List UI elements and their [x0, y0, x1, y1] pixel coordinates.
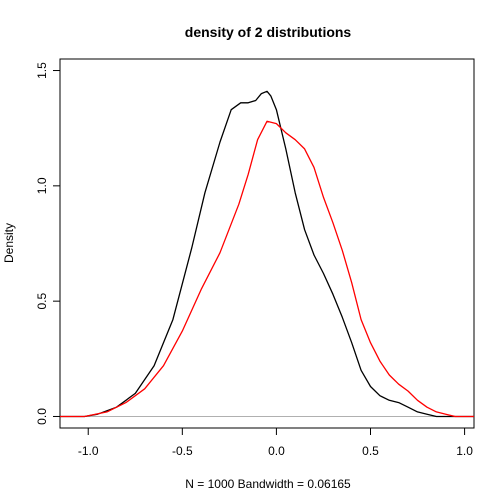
x-tick-label: -0.5 [172, 444, 193, 458]
x-tick-label: 0.0 [268, 444, 285, 458]
y-tick-label: 0.0 [35, 408, 49, 425]
y-tick-label: 1.5 [35, 62, 49, 79]
x-axis: -1.0 -0.5 0.0 0.5 1.0 [78, 427, 473, 458]
y-tick-label: 0.5 [35, 292, 49, 309]
y-axis: 0.0 0.5 1.0 1.5 [35, 62, 61, 425]
y-axis-label: Density [2, 223, 16, 263]
density-line-series-2 [60, 120, 474, 418]
x-tick-label: 0.5 [362, 444, 379, 458]
x-tick-label: 1.0 [456, 444, 473, 458]
x-tick-label: -1.0 [78, 444, 99, 458]
chart-title: density of 2 distributions [185, 24, 352, 40]
density-line-series-1 [60, 90, 474, 418]
y-tick-label: 1.0 [35, 177, 49, 194]
x-axis-label: N = 1000 Bandwidth = 0.06165 [185, 477, 351, 491]
series-layer [60, 90, 474, 418]
